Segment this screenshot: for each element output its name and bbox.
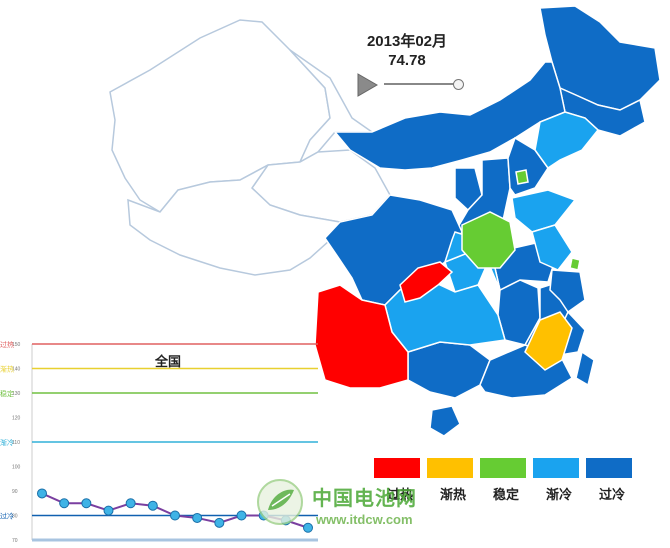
- legend-label-cooling: 渐冷: [545, 487, 572, 502]
- chart-ytick: 150: [12, 342, 21, 348]
- play-icon: [357, 73, 378, 97]
- region-shanghai: [569, 257, 581, 271]
- legend-swatch-stable: [480, 458, 526, 478]
- legend-label-overcool: 过冷: [598, 487, 625, 502]
- chart-point[interactable]: [147, 500, 158, 511]
- chart-point[interactable]: [81, 498, 92, 509]
- chart-point[interactable]: [103, 505, 114, 516]
- chart-point[interactable]: [303, 522, 313, 533]
- chart-ytick: 100: [12, 465, 21, 471]
- chart-point[interactable]: [192, 512, 203, 523]
- chart-zone-label: 渐冷: [0, 438, 14, 447]
- time-slider[interactable]: [384, 83, 458, 85]
- region-guangxi: [407, 341, 491, 399]
- chart-point[interactable]: [59, 498, 70, 509]
- watermark: 中国电池网 www.itdcw.com: [252, 470, 422, 540]
- region-gansu-east: [399, 261, 454, 303]
- region-shanxi: [461, 211, 516, 269]
- watermark-url: www.itdcw.com: [316, 512, 413, 527]
- time-slider-thumb[interactable]: [453, 79, 464, 90]
- legend-swatch-overcool: [586, 458, 632, 478]
- region-liaoning: [534, 111, 600, 170]
- region-shandong: [511, 189, 577, 233]
- chart-title: 全国: [154, 354, 181, 369]
- legend-swatch-overheat: [374, 458, 420, 478]
- chart-zone-label: 过冷: [0, 512, 14, 521]
- legend-label-overheat: 过热: [386, 487, 413, 502]
- region-beijing: [515, 169, 529, 185]
- region-hainan: [429, 405, 461, 437]
- chart-ytick: 110: [12, 440, 20, 446]
- play-button[interactable]: [356, 72, 380, 98]
- chart-ytick: 80: [12, 514, 18, 520]
- legend-swatch-warming: [427, 458, 473, 478]
- region-taiwan: [575, 350, 595, 387]
- legend-item-cooling: 渐冷: [533, 458, 585, 502]
- chart-ytick: 140: [12, 367, 21, 373]
- chart-point[interactable]: [37, 488, 47, 499]
- date-label: 2013年02月: [366, 33, 448, 50]
- chart-ytick: 70: [12, 538, 18, 544]
- watermark-name: 中国电池网: [312, 488, 417, 510]
- watermark-logo-icon: [257, 479, 303, 525]
- chart-point[interactable]: [170, 510, 180, 521]
- region-yunnan: [314, 284, 409, 389]
- chart-ytick: 120: [12, 416, 21, 422]
- region-zhejiang: [549, 269, 586, 314]
- legend-item-overcool: 过冷: [586, 458, 638, 502]
- legend-item-overheat: 过热: [374, 458, 426, 502]
- chart-ytick: 90: [12, 489, 18, 495]
- chart-ytick: 130: [12, 391, 21, 397]
- region-fujian-warm: [524, 311, 573, 371]
- legend-swatch-cooling: [533, 458, 579, 478]
- index-value: 74.78: [388, 52, 426, 69]
- chart-zone-label: 过热: [0, 340, 14, 349]
- region-neimenggu: [333, 61, 566, 171]
- region-jiangsu: [531, 224, 573, 271]
- chart-zone-label: 稳定: [0, 389, 14, 398]
- legend-label-stable: 稳定: [492, 487, 519, 502]
- legend-label-warming: 渐热: [439, 487, 466, 502]
- chart-point[interactable]: [125, 498, 136, 509]
- chart-point[interactable]: [236, 510, 247, 521]
- chart-point[interactable]: [214, 517, 225, 528]
- legend-item-warming: 渐热: [427, 458, 479, 502]
- chart-zone-label: 渐热: [0, 365, 14, 374]
- legend-item-stable: 稳定: [480, 458, 532, 502]
